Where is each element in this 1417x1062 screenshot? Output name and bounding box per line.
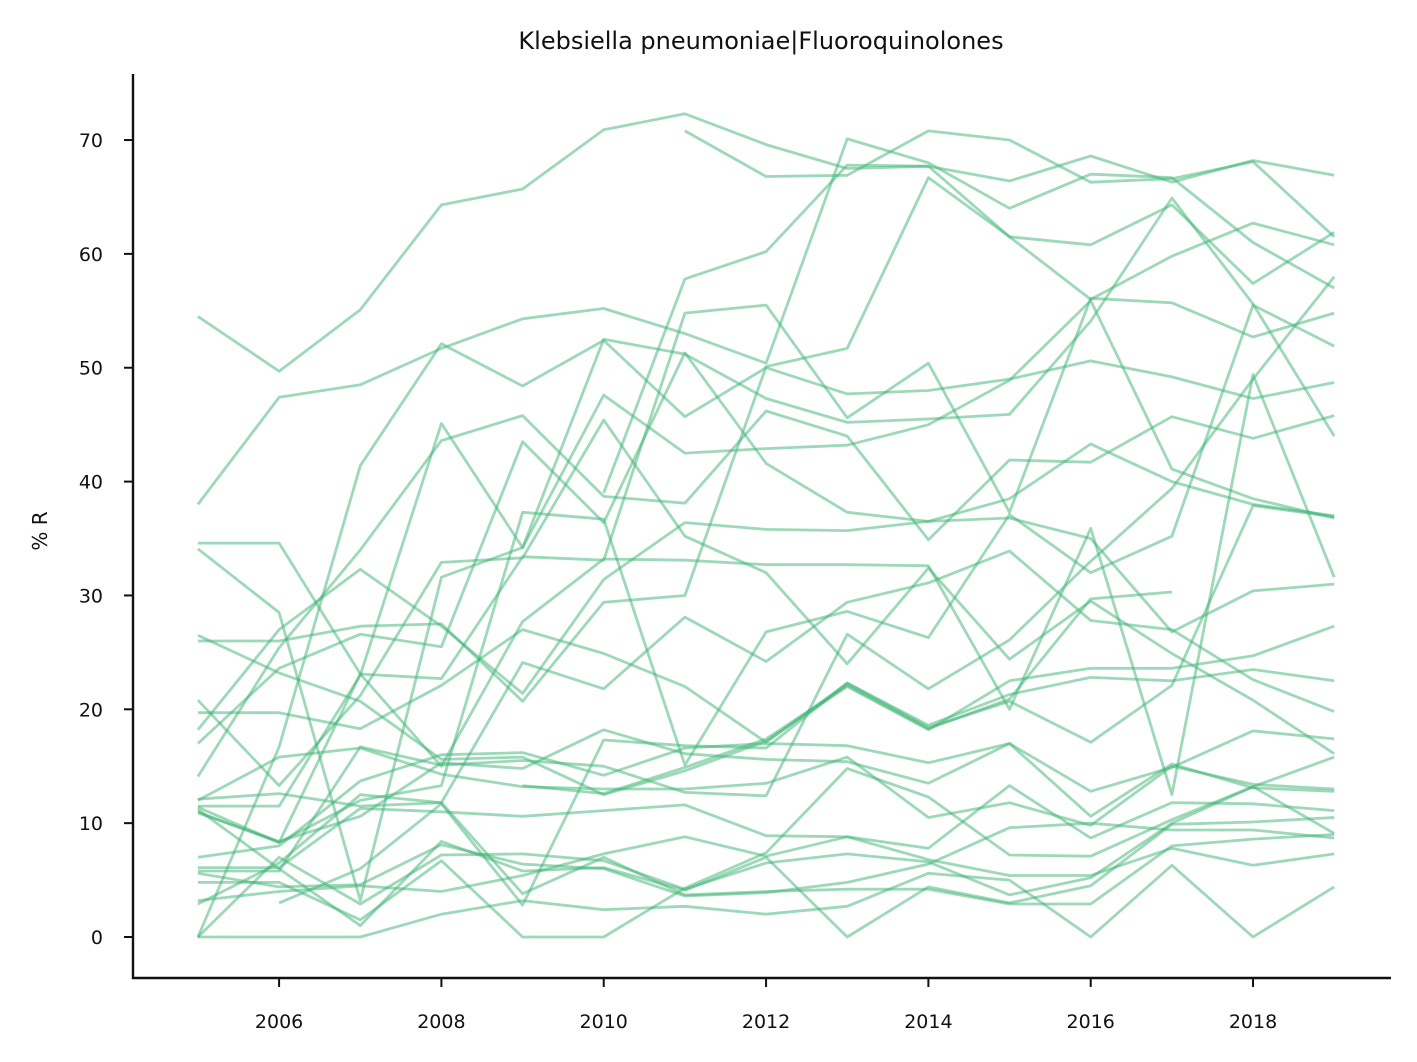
series-line-4 bbox=[602, 163, 1335, 494]
y-tick-label: 10 bbox=[79, 813, 103, 835]
x-tick-label: 2012 bbox=[742, 1011, 790, 1033]
series-line-23 bbox=[197, 784, 1335, 869]
y-tick-label: 50 bbox=[79, 358, 103, 380]
series-line-3 bbox=[196, 137, 1335, 506]
series-line-5 bbox=[197, 296, 1335, 680]
series-line-24 bbox=[278, 504, 1335, 907]
series-line-10 bbox=[196, 409, 1335, 778]
series-line-11 bbox=[196, 351, 1335, 745]
series-line-31 bbox=[197, 793, 1335, 906]
series-line-20 bbox=[197, 742, 1335, 859]
series-line-19 bbox=[197, 275, 1336, 873]
series-line-30 bbox=[197, 808, 1335, 939]
series-line-9 bbox=[197, 299, 1335, 808]
chart-title: Klebsiella pneumoniae|Fluoroquinolones bbox=[518, 27, 1003, 55]
series-line-16 bbox=[197, 549, 1335, 808]
y-tick-label: 0 bbox=[91, 927, 103, 949]
x-tick-label: 2016 bbox=[1067, 1011, 1115, 1033]
series-line-21 bbox=[197, 746, 1335, 827]
series-line-15 bbox=[196, 516, 1335, 731]
series-line-32 bbox=[522, 590, 1173, 795]
y-tick-label: 60 bbox=[79, 244, 103, 266]
series-line-14 bbox=[196, 418, 1335, 787]
series-line-6 bbox=[197, 196, 1336, 902]
y-ticks: 0 10 20 30 40 50 60 70 bbox=[79, 130, 133, 949]
series-line-1 bbox=[197, 112, 1335, 373]
x-tick-label: 2008 bbox=[417, 1011, 465, 1033]
series-line-8 bbox=[196, 339, 1335, 938]
series-layer bbox=[196, 112, 1336, 939]
y-tick-label: 40 bbox=[79, 472, 103, 494]
series-line-2 bbox=[684, 129, 1336, 238]
y-tick-label: 70 bbox=[79, 130, 103, 152]
y-tick-label: 20 bbox=[79, 699, 103, 721]
y-tick-label: 30 bbox=[79, 585, 103, 607]
series-line-18 bbox=[197, 303, 1335, 844]
series-line-29 bbox=[196, 755, 1335, 938]
series-line-27 bbox=[197, 767, 1335, 939]
axes bbox=[131, 74, 1391, 980]
x-tick-label: 2006 bbox=[255, 1011, 303, 1033]
x-tick-label: 2018 bbox=[1229, 1011, 1277, 1033]
y-axis-label: % R bbox=[28, 511, 52, 550]
series-line-28 bbox=[197, 863, 1335, 939]
x-tick-label: 2010 bbox=[580, 1011, 628, 1033]
x-ticks: 2006 2008 2010 2012 2014 2016 2018 bbox=[255, 978, 1277, 1033]
x-tick-label: 2014 bbox=[904, 1011, 952, 1033]
